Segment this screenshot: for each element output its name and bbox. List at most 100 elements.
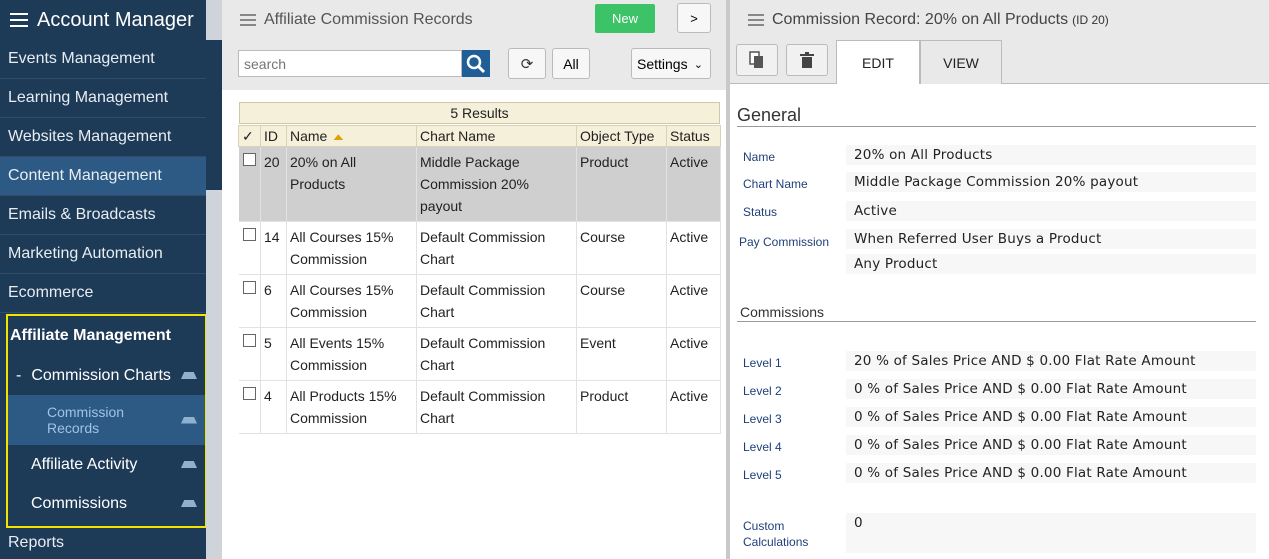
search-icon: [466, 54, 486, 73]
sidebar-item-commissions[interactable]: Commissions: [8, 484, 205, 523]
field-value: Middle Package Commission 20% payout: [846, 172, 1256, 192]
tab-view[interactable]: VIEW: [920, 40, 1002, 84]
detail-panel-header: Commission Record: 20% on All Products (I…: [730, 0, 1269, 40]
sidebar-item-websites[interactable]: Websites Management: [0, 118, 206, 157]
table-header-row: ✓ ID Name Chart Name Object Type Status: [238, 125, 721, 147]
cell-status: Active: [666, 380, 721, 434]
row-checkbox[interactable]: [242, 387, 256, 400]
all-filter-button[interactable]: All: [552, 48, 590, 79]
sidebar-item-reports[interactable]: Reports: [8, 534, 65, 551]
panel-menu-icon[interactable]: [748, 14, 764, 26]
cell-status: Active: [666, 221, 721, 275]
cell-id: 14: [260, 221, 287, 275]
sidebar-item-emails[interactable]: Emails & Broadcasts: [0, 196, 206, 235]
sidebar-header: Account Manager: [0, 0, 206, 40]
detail-panel-title: Commission Record: 20% on All Products (I…: [772, 11, 1109, 29]
cell-name: All Courses 15% Commission: [286, 274, 417, 328]
field-value: 0 % of Sales Price AND $ 0.00 Flat Rate …: [846, 407, 1256, 427]
list-panel-title: Affiliate Commission Records: [264, 11, 473, 28]
affiliate-activity-label: Affiliate Activity: [31, 455, 138, 473]
cell-name: All Events 15% Commission: [286, 327, 417, 381]
settings-label: Settings: [637, 55, 688, 72]
commissions-label: Commissions: [31, 494, 128, 512]
cell-chart-name: Middle Package Commission 20% payout: [416, 146, 577, 222]
expand-panel-button[interactable]: >: [677, 3, 711, 33]
column-header-check[interactable]: ✓: [238, 125, 261, 147]
cell-object-type: Course: [576, 221, 667, 275]
trash-icon: [800, 52, 814, 68]
row-checkbox[interactable]: [242, 228, 256, 241]
hamburger-menu-icon[interactable]: [10, 13, 28, 27]
cell-object-type: Course: [576, 274, 667, 328]
commission-records-label: Commission Records: [47, 404, 125, 436]
commissions-heading: Commissions: [740, 304, 825, 320]
row-checkbox[interactable]: [242, 334, 256, 347]
copy-icon: [749, 51, 763, 68]
cell-status: Active: [666, 327, 721, 381]
detail-panel: Commission Record: 20% on All Products (I…: [730, 0, 1269, 559]
column-name-label: Name: [290, 128, 328, 144]
results-count: 5 Results: [239, 102, 720, 124]
delete-button[interactable]: [786, 44, 828, 76]
cell-id: 20: [260, 146, 287, 222]
settings-dropdown[interactable]: Settings ⌄: [631, 48, 711, 79]
column-header-id[interactable]: ID: [260, 125, 287, 147]
expand-tab-icon: [181, 461, 197, 468]
field-label: Level 3: [743, 412, 782, 426]
row-checkbox[interactable]: [242, 153, 256, 166]
field-label: Custom Calculations: [743, 519, 809, 549]
sidebar-item-commission-records[interactable]: Commission Records: [8, 395, 205, 445]
search-button[interactable]: [462, 50, 490, 77]
row-checkbox[interactable]: [242, 281, 256, 294]
refresh-button[interactable]: ⟳: [508, 48, 546, 79]
cell-object-type: Product: [576, 146, 667, 222]
records-table: ✓ ID Name Chart Name Object Type Status …: [238, 125, 721, 434]
column-header-name[interactable]: Name: [286, 125, 417, 147]
sidebar-item-learning[interactable]: Learning Management: [0, 79, 206, 118]
column-header-object-type[interactable]: Object Type: [576, 125, 667, 147]
field-label: Level 1: [743, 356, 782, 370]
field-value: 0 % of Sales Price AND $ 0.00 Flat Rate …: [846, 435, 1256, 455]
column-header-status[interactable]: Status: [666, 125, 721, 147]
expand-tab-icon: [181, 500, 197, 507]
tab-edit[interactable]: EDIT: [836, 40, 920, 84]
sidebar-item-commission-charts[interactable]: - Commission Charts: [8, 356, 205, 395]
affiliate-management-group: Affiliate Management - Commission Charts…: [6, 314, 207, 528]
sidebar-item-marketing[interactable]: Marketing Automation: [0, 235, 206, 274]
panel-divider[interactable]: [726, 0, 730, 559]
table-row[interactable]: 5 All Events 15% Commission Default Comm…: [238, 327, 721, 381]
table-row[interactable]: 14 All Courses 15% Commission Default Co…: [238, 221, 721, 275]
cell-status: Active: [666, 146, 721, 222]
cell-status: Active: [666, 274, 721, 328]
panel-menu-icon[interactable]: [240, 14, 256, 26]
search-input[interactable]: [238, 50, 462, 77]
cell-chart-name: Default Commission Chart: [416, 327, 577, 381]
field-label: Name: [743, 150, 776, 164]
record-id-label: (ID 20): [1072, 13, 1109, 27]
field-label: Status: [743, 205, 778, 219]
column-header-chart-name[interactable]: Chart Name: [416, 125, 577, 147]
table-row[interactable]: 4 All Products 15% Commission Default Co…: [238, 380, 721, 434]
sidebar-item-affiliate-management[interactable]: Affiliate Management: [10, 327, 171, 344]
sidebar-item-events[interactable]: Events Management: [0, 40, 206, 79]
sidebar-scrollbar-thumb[interactable]: [206, 40, 222, 190]
copy-button[interactable]: [736, 44, 778, 76]
field-value: 20% on All Products: [846, 145, 1256, 165]
sidebar-item-ecommerce[interactable]: Ecommerce: [0, 274, 206, 313]
field-value: When Referred User Buys a Product: [846, 229, 1256, 249]
expand-tab-icon: [181, 416, 197, 424]
cell-name: All Products 15% Commission: [286, 380, 417, 434]
cell-chart-name: Default Commission Chart: [416, 380, 577, 434]
table-row[interactable]: 6 All Courses 15% Commission Default Com…: [238, 274, 721, 328]
new-button[interactable]: New: [595, 4, 655, 33]
cell-object-type: Event: [576, 327, 667, 381]
detail-tabbar: EDIT VIEW: [730, 40, 1269, 84]
field-value: 0 % of Sales Price AND $ 0.00 Flat Rate …: [846, 463, 1256, 483]
sidebar-item-content[interactable]: Content Management: [0, 157, 206, 196]
cell-name: All Courses 15% Commission: [286, 221, 417, 275]
general-divider: [737, 126, 1256, 127]
list-panel-header: Affiliate Commission Records New >: [222, 0, 727, 40]
sidebar-item-affiliate-activity[interactable]: Affiliate Activity: [8, 445, 205, 484]
table-row[interactable]: 20 20% on All Products Middle Package Co…: [238, 146, 721, 222]
list-panel: Affiliate Commission Records New > ⟳ All…: [222, 0, 727, 559]
